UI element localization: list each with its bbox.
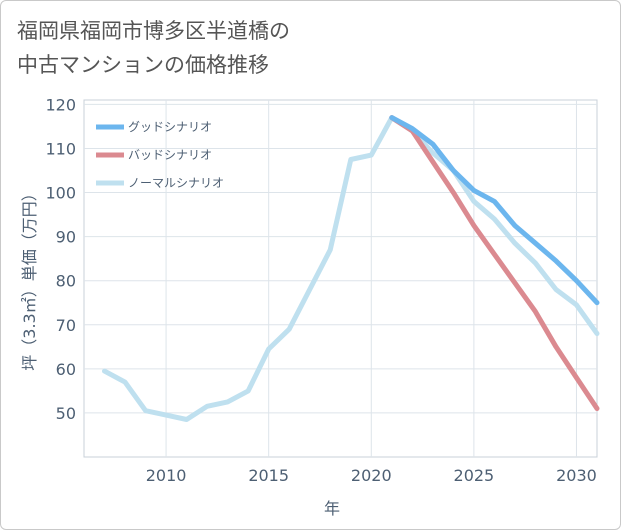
x-tick-label: 2015: [248, 466, 289, 485]
x-tick-label: 2025: [454, 466, 495, 485]
y-tick-label: 80: [56, 272, 76, 291]
y-tick-labels: 50 60 70 80 90 100 110 120: [45, 95, 76, 423]
y-axis-label: 坪（3.3㎡）単価（万円）: [20, 185, 39, 370]
y-tick-label: 70: [56, 316, 76, 335]
series-line-0: [389, 115, 600, 306]
series-line-2: [102, 115, 600, 422]
chart-title-line-1: 福岡県福岡市博多区半道橋の: [17, 19, 290, 43]
chart-title: 福岡県福岡市博多区半道橋の 中古マンションの価格推移: [17, 14, 290, 82]
series-lines: [102, 115, 600, 422]
series-line-1: [389, 115, 600, 411]
x-axis-label: 年: [324, 499, 340, 518]
y-tick-label: 60: [56, 360, 76, 379]
grid-lines: [84, 100, 597, 457]
y-tick-label: 100: [45, 184, 76, 203]
x-tick-labels: 2010 2015 2020 2025 2030: [146, 466, 597, 485]
y-tick-label: 50: [56, 404, 76, 423]
y-tick-label: 120: [45, 95, 76, 114]
legend-label: バッドシナリオ: [128, 148, 212, 162]
legend-label: グッドシナリオ: [128, 120, 212, 134]
y-tick-label: 90: [56, 228, 76, 247]
chart-title-line-2: 中古マンションの価格推移: [17, 53, 269, 77]
x-tick-label: 2010: [146, 466, 187, 485]
y-tick-label: 110: [45, 139, 76, 158]
x-tick-label: 2020: [351, 466, 392, 485]
legend-label: ノーマルシナリオ: [128, 176, 224, 190]
x-tick-label: 2030: [556, 466, 597, 485]
